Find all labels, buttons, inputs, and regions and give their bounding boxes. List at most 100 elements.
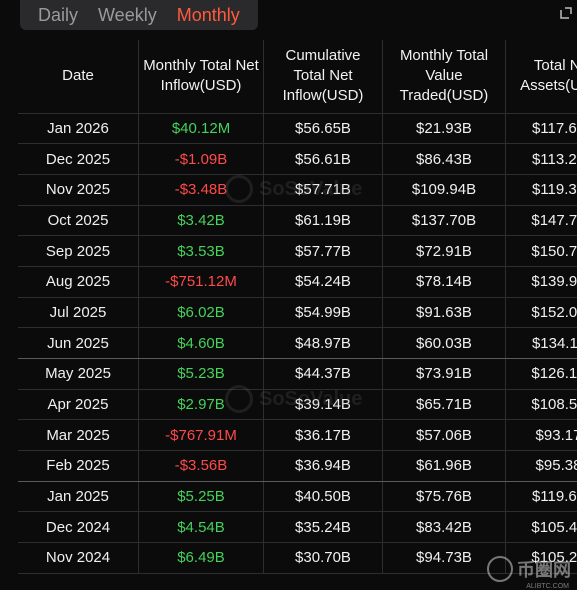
header-cumulative-inflow[interactable]: Cumulative Total Net Inflow(USD): [264, 40, 383, 113]
date-cell: Oct 2025: [18, 205, 139, 236]
date-cell: Jan 2026: [18, 113, 139, 144]
etf-flow-table: Date Monthly Total Net Inflow(USD) Cumul…: [18, 40, 577, 574]
date-cell: Nov 2024: [18, 543, 139, 574]
net-assets-cell: $152.01B: [506, 297, 577, 328]
value-traded-cell: $86.43B: [383, 144, 506, 175]
cumulative-inflow-cell: $30.70B: [264, 543, 383, 574]
net-inflow-cell: $2.97B: [139, 389, 264, 420]
net-assets-cell: $126.15B: [506, 359, 577, 390]
date-cell: Sep 2025: [18, 236, 139, 267]
table-row[interactable]: Aug 2025-$751.12M$54.24B$78.14B$139.95B: [18, 266, 577, 297]
net-inflow-cell: $4.54B: [139, 512, 264, 543]
tab-monthly[interactable]: Monthly: [167, 0, 250, 30]
cumulative-inflow-cell: $39.14B: [264, 389, 383, 420]
cumulative-inflow-cell: $36.94B: [264, 451, 383, 482]
cumulative-inflow-cell: $56.65B: [264, 113, 383, 144]
net-assets-cell: $95.38B: [506, 451, 577, 482]
net-inflow-cell: -$1.09B: [139, 144, 264, 175]
net-assets-cell: $113.29B: [506, 144, 577, 175]
net-inflow-cell: $5.25B: [139, 481, 264, 512]
cumulative-inflow-cell: $57.71B: [264, 174, 383, 205]
net-assets-cell: $108.58B: [506, 389, 577, 420]
value-traded-cell: $65.71B: [383, 389, 506, 420]
value-traded-cell: $75.76B: [383, 481, 506, 512]
net-inflow-cell: $3.42B: [139, 205, 264, 236]
net-inflow-cell: $6.02B: [139, 297, 264, 328]
date-cell: Aug 2025: [18, 266, 139, 297]
cumulative-inflow-cell: $40.50B: [264, 481, 383, 512]
net-assets-cell: $105.40B: [506, 512, 577, 543]
cumulative-inflow-cell: $48.97B: [264, 328, 383, 359]
table-row[interactable]: Jan 2026$40.12M$56.65B$21.93B$117.66B: [18, 113, 577, 144]
date-cell: May 2025: [18, 359, 139, 390]
date-cell: Feb 2025: [18, 451, 139, 482]
period-tabs: Daily Weekly Monthly: [20, 0, 258, 30]
tab-weekly[interactable]: Weekly: [88, 0, 167, 30]
date-cell: Mar 2025: [18, 420, 139, 451]
net-inflow-cell: $4.60B: [139, 328, 264, 359]
date-cell: Apr 2025: [18, 389, 139, 420]
tab-daily[interactable]: Daily: [28, 0, 88, 30]
net-assets-cell: $119.39B: [506, 174, 577, 205]
table-row[interactable]: Dec 2024$4.54B$35.24B$83.42B$105.40B: [18, 512, 577, 543]
header-date[interactable]: Date: [18, 40, 139, 113]
site-watermark-text: 币圈网: [517, 556, 571, 582]
cumulative-inflow-cell: $54.99B: [264, 297, 383, 328]
cumulative-inflow-cell: $44.37B: [264, 359, 383, 390]
table-row[interactable]: Nov 2025-$3.48B$57.71B$109.94B$119.39B: [18, 174, 577, 205]
value-traded-cell: $78.14B: [383, 266, 506, 297]
net-inflow-cell: $3.53B: [139, 236, 264, 267]
net-assets-cell: $150.77B: [506, 236, 577, 267]
net-inflow-cell: $40.12M: [139, 113, 264, 144]
cumulative-inflow-cell: $61.19B: [264, 205, 383, 236]
header-value-traded[interactable]: Monthly Total Value Traded(USD): [383, 40, 506, 113]
date-cell: Jan 2025: [18, 481, 139, 512]
table-header-row: Date Monthly Total Net Inflow(USD) Cumul…: [18, 40, 577, 113]
net-inflow-cell: $6.49B: [139, 543, 264, 574]
value-traded-cell: $21.93B: [383, 113, 506, 144]
value-traded-cell: $73.91B: [383, 359, 506, 390]
value-traded-cell: $91.63B: [383, 297, 506, 328]
value-traded-cell: $61.96B: [383, 451, 506, 482]
net-inflow-cell: -$3.56B: [139, 451, 264, 482]
table-row[interactable]: Jun 2025$4.60B$48.97B$60.03B$134.11B: [18, 328, 577, 359]
cumulative-inflow-cell: $36.17B: [264, 420, 383, 451]
net-assets-cell: $139.95B: [506, 266, 577, 297]
date-cell: Dec 2025: [18, 144, 139, 175]
date-cell: Jul 2025: [18, 297, 139, 328]
table-row[interactable]: Oct 2025$3.42B$61.19B$137.70B$147.73B: [18, 205, 577, 236]
table-row[interactable]: Apr 2025$2.97B$39.14B$65.71B$108.58B: [18, 389, 577, 420]
net-assets-cell: $117.66B: [506, 113, 577, 144]
value-traded-cell: $72.91B: [383, 236, 506, 267]
date-cell: Jun 2025: [18, 328, 139, 359]
cumulative-inflow-cell: $56.61B: [264, 144, 383, 175]
net-assets-cell: $119.66B: [506, 481, 577, 512]
header-net-assets[interactable]: Total Net Assets(USD): [506, 40, 577, 113]
net-inflow-cell: $5.23B: [139, 359, 264, 390]
value-traded-cell: $60.03B: [383, 328, 506, 359]
net-inflow-cell: -$3.48B: [139, 174, 264, 205]
cumulative-inflow-cell: $54.24B: [264, 266, 383, 297]
site-logo-icon: [487, 556, 513, 582]
net-assets-cell: $147.73B: [506, 205, 577, 236]
table-row[interactable]: Sep 2025$3.53B$57.77B$72.91B$150.77B: [18, 236, 577, 267]
table-row[interactable]: Mar 2025-$767.91M$36.17B$57.06B$93.17B: [18, 420, 577, 451]
expand-icon[interactable]: [559, 6, 573, 20]
value-traded-cell: $57.06B: [383, 420, 506, 451]
date-cell: Nov 2025: [18, 174, 139, 205]
cumulative-inflow-cell: $57.77B: [264, 236, 383, 267]
net-assets-cell: $93.17B: [506, 420, 577, 451]
site-watermark-sub: ALIBTC.COM: [526, 583, 569, 590]
net-assets-cell: $134.11B: [506, 328, 577, 359]
table-row[interactable]: Jul 2025$6.02B$54.99B$91.63B$152.01B: [18, 297, 577, 328]
table-row[interactable]: Dec 2025-$1.09B$56.61B$86.43B$113.29B: [18, 144, 577, 175]
header-monthly-inflow[interactable]: Monthly Total Net Inflow(USD): [139, 40, 264, 113]
value-traded-cell: $137.70B: [383, 205, 506, 236]
net-inflow-cell: -$751.12M: [139, 266, 264, 297]
table-row[interactable]: May 2025$5.23B$44.37B$73.91B$126.15B: [18, 359, 577, 390]
table-row[interactable]: Feb 2025-$3.56B$36.94B$61.96B$95.38B: [18, 451, 577, 482]
net-inflow-cell: -$767.91M: [139, 420, 264, 451]
table-row[interactable]: Jan 2025$5.25B$40.50B$75.76B$119.66B: [18, 481, 577, 512]
data-table-container[interactable]: Date Monthly Total Net Inflow(USD) Cumul…: [18, 40, 577, 588]
site-watermark: 币圈网 ALIBTC.COM: [487, 556, 571, 582]
